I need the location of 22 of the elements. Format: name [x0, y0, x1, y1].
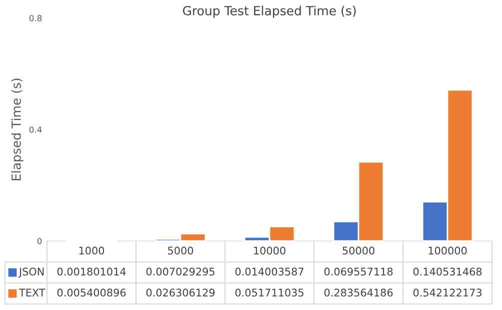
data-label: 0.026306129	[146, 288, 215, 297]
x-tick-label: 100000	[428, 246, 467, 255]
data-label: 0.005400896	[57, 288, 126, 297]
data-label: 0.001801014	[57, 268, 126, 276]
x-tick-label: 5000	[168, 246, 194, 255]
data-label: 0.140531468	[413, 268, 482, 276]
data-label: 0.014003587	[235, 268, 304, 276]
x-tick-label: 1000	[79, 246, 104, 255]
chart-title: Group Test Elapsed Time (s)	[182, 6, 356, 18]
data-label: 0.069557118	[324, 268, 393, 276]
y-tick-label: 0	[37, 238, 42, 244]
legend-label: TEXT	[18, 288, 46, 296]
data-label: 0.283564186	[324, 288, 393, 297]
data-label: 0.542122173	[413, 288, 482, 297]
y-tick-label: 0.4	[29, 126, 42, 133]
data-label: 0.007029295	[146, 268, 214, 276]
legend-label: JSON	[18, 268, 44, 278]
data-label: 0.051711035	[235, 288, 304, 297]
y-tick-label: 0.8	[29, 14, 42, 22]
y-axis-title: Elapsed Time (s)	[11, 78, 24, 180]
x-tick-label: 10000	[254, 246, 286, 255]
x-tick-label: 50000	[342, 246, 374, 255]
